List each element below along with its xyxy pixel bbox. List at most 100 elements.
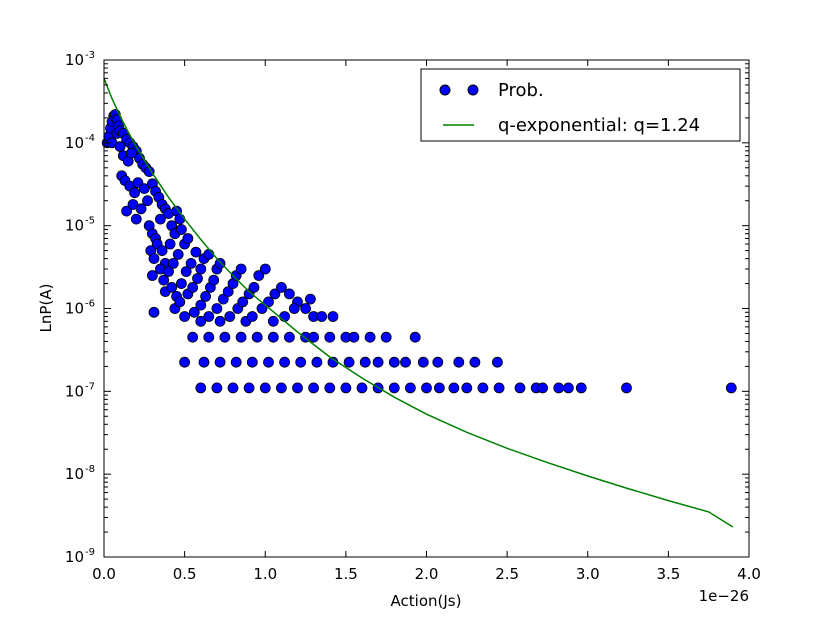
y-tick-base: 10 bbox=[65, 548, 84, 566]
scatter-point bbox=[195, 382, 207, 394]
x-tick-label: 4.0 bbox=[737, 565, 761, 583]
scatter-point bbox=[203, 311, 215, 322]
scatter-point bbox=[514, 382, 526, 394]
scatter-point bbox=[148, 253, 160, 265]
scatter-point bbox=[253, 270, 265, 281]
x-tick-label: 0.0 bbox=[92, 565, 116, 583]
scatter-point bbox=[174, 213, 186, 225]
scatter-point bbox=[283, 288, 295, 300]
scatter-point bbox=[327, 311, 339, 322]
y-tick-label: 10 bbox=[65, 465, 84, 483]
scatter-point bbox=[203, 331, 215, 343]
scatter-point bbox=[166, 281, 178, 293]
scatter-point bbox=[421, 382, 432, 394]
scatter-point bbox=[222, 286, 234, 298]
x-tick-label: 1.5 bbox=[334, 565, 358, 583]
scatter-point bbox=[288, 303, 300, 314]
y-tick-exponent: -8 bbox=[85, 464, 95, 475]
scatter-point bbox=[563, 382, 574, 394]
scatter-point bbox=[235, 331, 247, 343]
scatter-point bbox=[256, 303, 268, 314]
scatter-point bbox=[359, 356, 371, 368]
scatter-point bbox=[188, 306, 200, 318]
x-axis-label: Action(Js) bbox=[391, 592, 462, 610]
y-tick-label: 10 bbox=[65, 134, 84, 152]
scatter-point bbox=[324, 382, 336, 394]
scatter-point bbox=[553, 382, 565, 394]
scatter-point bbox=[292, 382, 303, 394]
scatter-point bbox=[121, 205, 132, 217]
legend: Prob. q-exponential: q=1.24 bbox=[420, 68, 741, 142]
scatter-point bbox=[192, 273, 203, 284]
x-tick-label: 3.5 bbox=[656, 565, 680, 583]
legend-label-prob: Prob. bbox=[498, 80, 544, 101]
x-tick-label: 3.0 bbox=[576, 565, 600, 583]
scatter-point bbox=[129, 187, 141, 199]
y-tick-label: 10 bbox=[65, 548, 84, 566]
scatter-point bbox=[211, 303, 223, 314]
legend-marker-prob-1 bbox=[439, 84, 451, 96]
scatter-point bbox=[219, 331, 231, 343]
scatter-point bbox=[267, 331, 279, 343]
scatter-point bbox=[477, 382, 489, 394]
y-tick-base: 10 bbox=[65, 134, 84, 152]
scatter-point bbox=[203, 248, 215, 260]
scatter-point bbox=[200, 290, 212, 302]
scatter-point bbox=[404, 382, 416, 394]
scatter-point bbox=[246, 356, 258, 368]
scatter-point bbox=[211, 382, 223, 394]
scatter-point bbox=[214, 356, 226, 368]
scatter-point bbox=[190, 246, 202, 258]
scatter-point bbox=[230, 356, 242, 368]
legend-box bbox=[420, 68, 741, 142]
y-tick-label: 10 bbox=[65, 382, 84, 400]
y-tick-label: 10 bbox=[65, 217, 84, 235]
scatter-point bbox=[388, 356, 400, 368]
scatter-point bbox=[432, 356, 444, 368]
scatter-point bbox=[195, 299, 207, 311]
scatter-point bbox=[224, 311, 236, 322]
scatter-point bbox=[380, 331, 392, 343]
scatter-point bbox=[156, 245, 168, 257]
scatter-point bbox=[214, 257, 226, 269]
q-exponential-line bbox=[103, 78, 734, 528]
scatter-point bbox=[154, 213, 166, 225]
scatter-point bbox=[372, 356, 384, 368]
scatter-point bbox=[163, 266, 174, 277]
scatter-point bbox=[269, 288, 281, 300]
scatter-point bbox=[172, 248, 184, 260]
y-tick-base: 10 bbox=[65, 217, 84, 235]
y-tick-exponent: -5 bbox=[85, 216, 95, 227]
y-axis-label: LnP(A) bbox=[37, 284, 55, 333]
scatter-point bbox=[348, 331, 360, 343]
y-axis: 10-910-810-710-610-510-410-3 bbox=[65, 50, 749, 566]
y-tick-base: 10 bbox=[65, 465, 84, 483]
scatter-point bbox=[180, 266, 192, 277]
y-tick-exponent: -6 bbox=[85, 299, 95, 310]
scatter-point bbox=[388, 382, 400, 394]
x-offset-label: 1e−26 bbox=[699, 587, 749, 605]
y-tick-label: 10 bbox=[65, 300, 84, 318]
y-tick-base: 10 bbox=[65, 300, 84, 318]
y-tick-exponent: -3 bbox=[85, 50, 95, 61]
line-series bbox=[103, 78, 734, 528]
scatter-point bbox=[208, 274, 220, 286]
scatter-point bbox=[300, 303, 312, 314]
scatter-point bbox=[340, 382, 352, 394]
scatter-point bbox=[195, 263, 207, 275]
x-tick-label: 0.5 bbox=[173, 565, 197, 583]
scatter-point bbox=[311, 356, 323, 368]
scatter-point bbox=[243, 382, 255, 394]
scatter-point bbox=[214, 315, 226, 327]
y-tick-exponent: -7 bbox=[85, 381, 95, 392]
scatter-point bbox=[182, 233, 194, 244]
x-axis: 0.0 0.5 1.0 1.5 2.0 2.5 3.0 3.5 4.0 bbox=[92, 60, 761, 583]
scatter-point bbox=[364, 331, 376, 343]
scatter-point bbox=[179, 311, 191, 322]
y-tick-exponent: -9 bbox=[85, 547, 95, 558]
scatter-point bbox=[237, 296, 249, 308]
scatter-point bbox=[175, 278, 187, 290]
legend-marker-prob-2 bbox=[467, 84, 479, 96]
scatter-point bbox=[493, 382, 505, 394]
